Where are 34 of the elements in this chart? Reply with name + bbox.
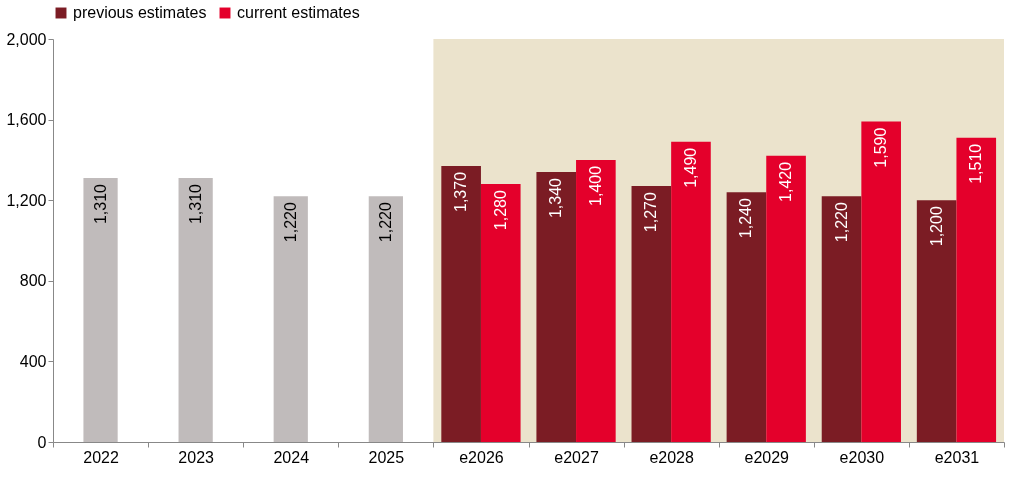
data-label: 1,270: [642, 192, 660, 233]
data-label: 1,590: [872, 127, 890, 168]
x-tick-label: e2029: [744, 448, 790, 466]
legend-label: previous estimates: [73, 4, 207, 21]
y-tick-label: 1,200: [6, 191, 47, 209]
x-tick-label: 2022: [83, 448, 119, 466]
y-tick-label: 800: [19, 272, 47, 290]
x-tick-label: e2030: [839, 448, 885, 466]
x-tick-label: e2031: [934, 448, 980, 466]
data-label: 1,200: [927, 206, 945, 247]
y-tick-label: 1,600: [6, 111, 47, 129]
data-label: 1,240: [737, 198, 755, 239]
data-label: 1,340: [547, 177, 565, 219]
x-tick-label: 2024: [273, 448, 310, 466]
data-label: 1,370: [452, 171, 470, 212]
data-label: 1,400: [586, 165, 604, 206]
x-tick-label: e2028: [649, 448, 694, 466]
y-tick-label: 0: [37, 433, 47, 451]
x-tick-label: e2026: [459, 448, 504, 466]
data-label: 1,420: [777, 161, 795, 202]
data-label: 1,310: [91, 183, 109, 225]
data-label: 1,220: [281, 202, 299, 243]
data-label: 1,310: [186, 183, 204, 225]
data-label: 1,490: [681, 147, 699, 188]
data-label: 1,220: [376, 202, 394, 243]
y-tick-label: 2,000: [6, 30, 47, 48]
y-tick-label: 400: [19, 352, 47, 370]
x-tick-label: 2023: [178, 448, 215, 466]
x-tick-label: e2027: [554, 448, 599, 466]
data-label: 1,220: [832, 202, 850, 243]
data-label: 1,280: [491, 189, 509, 231]
data-label: 1,510: [967, 143, 985, 184]
legend-label: current estimates: [237, 4, 360, 21]
x-tick-label: 2025: [368, 448, 405, 466]
